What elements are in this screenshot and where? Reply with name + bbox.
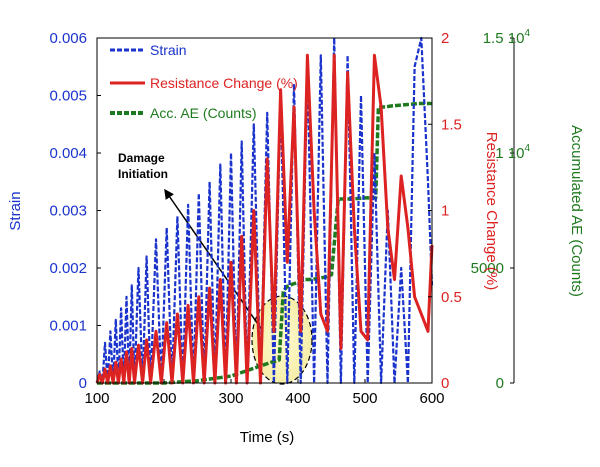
strain-tick-label: 0.006 bbox=[49, 30, 87, 47]
strain-tick-label: 0.001 bbox=[49, 318, 87, 335]
ae-tick-label: 5000 bbox=[471, 260, 504, 277]
annotation-label-line1: Damage bbox=[118, 151, 165, 165]
resistance-tick-label: 0.5 bbox=[441, 289, 462, 306]
ae-tick-exponent: 4 bbox=[524, 28, 530, 39]
strain-tick-label: 0.003 bbox=[49, 203, 87, 220]
ae-tick-label: 1 104 bbox=[495, 143, 530, 162]
ticks-layer: 100 200 300 400 500 60000.0010.0020.0030.0040… bbox=[49, 28, 530, 407]
resistance-tick-label: 1 bbox=[441, 203, 449, 220]
annotation-label-line2: Initiation bbox=[118, 167, 168, 181]
resistance-tick-label: 2 bbox=[441, 30, 449, 47]
y-axis-title-strain: Strain bbox=[7, 191, 24, 230]
strain-tick-label: 0.004 bbox=[49, 145, 87, 162]
legend-label-strain: Strain bbox=[150, 42, 187, 58]
x-tick-label: 600 bbox=[419, 390, 444, 407]
ae-tick-label: 0 bbox=[496, 375, 504, 392]
resistance-tick-label: 0 bbox=[441, 375, 449, 392]
ae-tick-exponent: 4 bbox=[524, 143, 530, 154]
x-tick-label: 200 bbox=[151, 390, 176, 407]
strain-tick-label: 0.005 bbox=[49, 88, 87, 105]
legend-label-ae: Acc. AE (Counts) bbox=[150, 105, 257, 121]
x-tick-label: 400 bbox=[285, 390, 310, 407]
x-tick-label: 500 bbox=[352, 390, 377, 407]
x-axis-title: Time (s) bbox=[240, 429, 294, 446]
strain-tick-label: 0.002 bbox=[49, 260, 87, 277]
ae-tick-label: 1.5 104 bbox=[483, 28, 531, 47]
y-axis-title-resistance: Resistance Change (%) bbox=[483, 132, 500, 290]
resistance-tick-label: 1.5 bbox=[441, 116, 462, 133]
x-tick-label: 100 bbox=[84, 390, 109, 407]
strain-tick-label: 0 bbox=[79, 375, 87, 392]
annotation-arrow bbox=[164, 188, 263, 331]
x-tick-label: 300 bbox=[218, 390, 243, 407]
legend-label-resistance: Resistance Change (%) bbox=[150, 75, 298, 91]
series-line-strain bbox=[95, 36, 434, 385]
legend: Strain Resistance Change (%) Acc. AE (Co… bbox=[110, 42, 298, 121]
y-axis-title-ae: Accumulated AE (Counts) bbox=[568, 125, 585, 297]
